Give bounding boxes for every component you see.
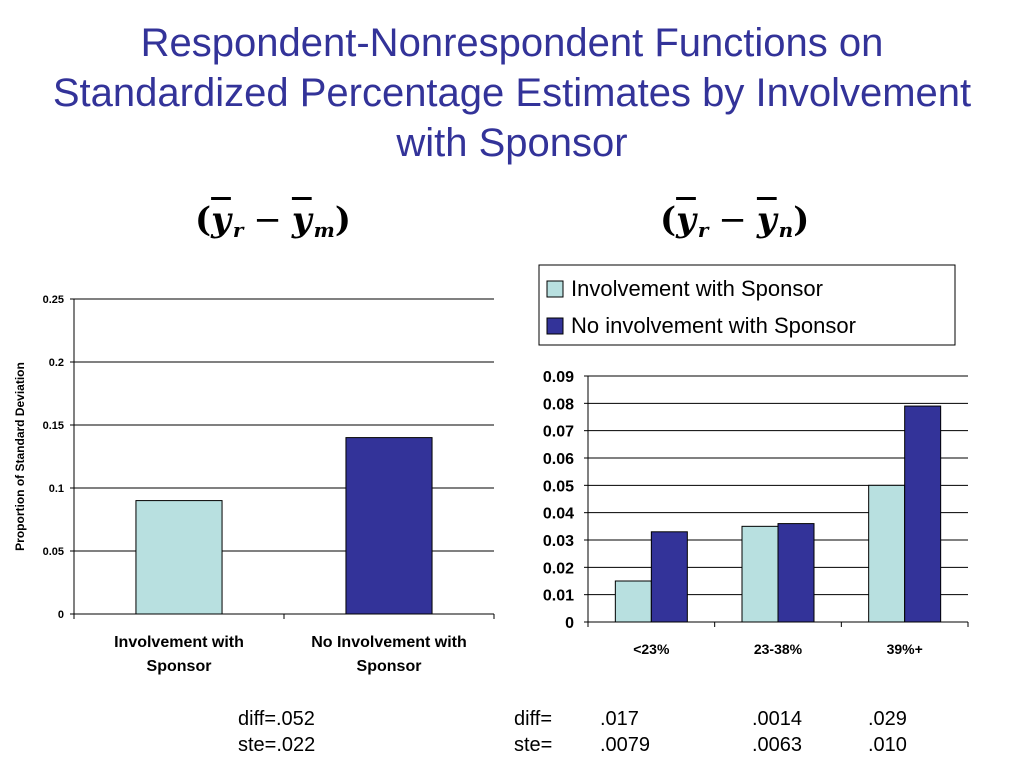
chart1-xtick-label: Sponsor	[357, 658, 422, 675]
chart2-ytick-label: 0.02	[543, 560, 574, 577]
left-diff: diff=.052	[238, 708, 315, 730]
formula-right-y1: y	[676, 200, 696, 240]
formula-left-sub1: r	[232, 218, 244, 242]
chart1-xtick-label: No Involvement with	[311, 634, 467, 651]
formula-right-y2: y	[756, 200, 777, 240]
formula-left-y2: y	[291, 200, 312, 240]
chart2-bar	[777, 523, 815, 623]
chart2-legend-box	[538, 264, 956, 346]
chart1-ytick-label: 0.15	[43, 420, 64, 432]
formula-right: (y r − y n)	[660, 200, 810, 242]
slide-title: Respondent-Nonrespondent Functions on St…	[52, 21, 972, 165]
right-diff-value-1: .017	[600, 708, 639, 730]
formula-left-minus: −	[253, 200, 282, 240]
chart1-ytick-label: 0.25	[43, 294, 64, 306]
chart2-legend-swatch	[546, 280, 564, 298]
right-diff-label: diff=	[514, 708, 552, 730]
chart2-ytick-label: 0.01	[543, 588, 574, 605]
chart2-xtick-label: 23-38%	[754, 641, 803, 657]
chart1-ytick-label: 0.2	[49, 357, 64, 369]
right-ste-value-2: .0063	[752, 734, 803, 756]
chart2-bar	[650, 531, 688, 623]
chart2-xtick-label: <23%	[633, 641, 670, 657]
chart2-ytick-label: 0.07	[543, 424, 574, 441]
formula-left-sub2: m	[313, 218, 335, 242]
chart1-bar	[345, 437, 433, 615]
chart2-legend-label: No involvement with Sponsor	[571, 313, 856, 338]
chart2-legend-swatch	[546, 317, 564, 335]
chart2-bar	[904, 405, 942, 623]
left-ste: ste=.022	[238, 734, 316, 756]
chart1-xtick-label: Involvement with	[114, 634, 244, 651]
right-ste-label: ste=	[514, 734, 553, 756]
chart2-ytick-label: 0.05	[543, 478, 574, 495]
formula-right-sub1: r	[697, 218, 709, 242]
chart2-ytick-label: 0.04	[543, 506, 574, 523]
chart2-ytick-label: 0	[565, 615, 574, 632]
chart1-ytick-label: 0	[58, 609, 64, 621]
chart2-bar	[614, 580, 652, 623]
formula-left: (y r − y m)	[195, 200, 351, 242]
chart1-xtick-label: Sponsor	[147, 658, 212, 675]
chart2-legend-label: Involvement with Sponsor	[571, 276, 823, 301]
formula-left-y1: y	[211, 200, 231, 240]
chart2-ytick-label: 0.03	[543, 533, 574, 550]
chart2-ytick-label: 0.08	[543, 396, 574, 413]
chart2-ytick-label: 0.09	[543, 369, 574, 386]
right-ste-value-1: .0079	[600, 734, 651, 756]
right-diff-value-2: .0014	[752, 708, 803, 730]
chart1-ylabel: Proportion of Standard Deviation	[13, 362, 27, 551]
formula-right-sub2: n	[778, 218, 794, 242]
chart2-ytick-label: 0.06	[543, 451, 574, 468]
chart1-ytick-label: 0.1	[49, 483, 64, 495]
chart2-bar	[741, 525, 779, 623]
right-ste-value-3: .010	[868, 734, 907, 756]
chart2-bar	[868, 484, 906, 623]
chart1-ytick-label: 0.05	[43, 546, 64, 558]
formula-right-minus: −	[718, 200, 747, 240]
chart1-bar	[135, 500, 223, 615]
right-diff-value-3: .029	[868, 708, 907, 730]
chart2-xtick-label: 39%+	[887, 641, 923, 657]
